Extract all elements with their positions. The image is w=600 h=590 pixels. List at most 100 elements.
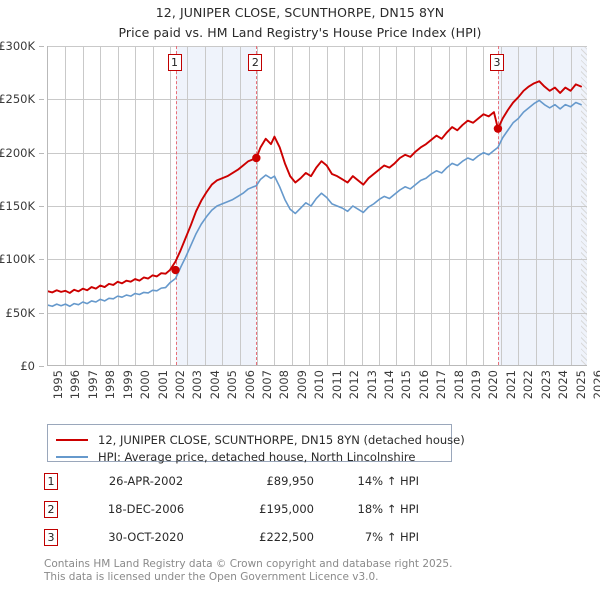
gridline-vertical — [135, 46, 136, 365]
sale-point-1[interactable] — [171, 265, 180, 275]
y-axis-tick-mark — [39, 99, 44, 100]
gridline-vertical — [240, 46, 241, 365]
y-axis-tick-label: £300K — [0, 39, 35, 53]
transaction-price: £195,000 — [259, 502, 314, 516]
footer-line-1: Contains HM Land Registry data © Crown c… — [44, 558, 453, 570]
transaction-index-badge: 3 — [44, 529, 58, 546]
transaction-hpi-delta: 14% ↑ HPI — [357, 474, 419, 488]
sale-point-2[interactable] — [252, 153, 261, 163]
chart-title-block: 12, JUNIPER CLOSE, SCUNTHORPE, DN15 8YN … — [0, 0, 600, 40]
gridline-vertical — [501, 46, 502, 365]
transaction-date: 26-APR-2002 — [108, 474, 184, 488]
gridline-vertical — [292, 46, 293, 365]
transaction-marker-line-1 — [175, 46, 177, 365]
x-axis-tick-label: 2021 — [503, 370, 518, 400]
gridline-vertical — [222, 46, 223, 365]
y-axis-tick-mark — [39, 206, 44, 207]
series-line-hpi — [48, 99, 582, 308]
y-axis-tick-mark — [39, 366, 44, 367]
transactions-table: 1 26-APR-2002 £89,950 14% ↑ HPI 2 18-DEC-2006… — [44, 470, 464, 554]
series-line-property — [48, 80, 582, 294]
y-axis: £0 £50K £100K £150K £200K £250K £300K — [0, 39, 44, 373]
legend-item-hpi[interactable]: HPI: Average price, detached house, Nort… — [56, 449, 415, 465]
chart-subtitle: Price paid vs. HM Land Registry's House … — [118, 25, 482, 40]
legend-color-swatch — [56, 439, 88, 441]
gridline-vertical — [518, 46, 519, 365]
x-axis-tick-label: 2001 — [155, 370, 170, 400]
x-axis-tick-label: 2007 — [260, 370, 275, 400]
gridline-vertical — [396, 46, 397, 365]
y-axis-tick-mark — [39, 153, 44, 154]
gridline-vertical — [344, 46, 345, 365]
x-axis-tick-label: 2010 — [312, 370, 327, 400]
x-axis-tick-label: 2011 — [329, 370, 344, 400]
gridline-vertical — [483, 46, 484, 365]
y-axis-tick-label: £250K — [0, 92, 35, 107]
x-axis-tick-label: 1998 — [103, 370, 118, 400]
transaction-price: £222,500 — [259, 530, 314, 544]
x-axis-tick-label: 1995 — [51, 370, 65, 400]
chart-series-layer — [48, 80, 582, 308]
gridline-horizontal — [48, 313, 587, 314]
x-axis-tick-label: 2019 — [469, 370, 484, 400]
x-axis-tick-label: 2008 — [277, 370, 292, 400]
table-row[interactable]: 1 26-APR-2002 £89,950 14% ↑ HPI — [44, 470, 464, 498]
gridline-horizontal — [48, 46, 587, 47]
legend-item-label: 12, JUNIPER CLOSE, SCUNTHORPE, DN15 8YN … — [98, 433, 465, 447]
transaction-marker-line-2 — [256, 46, 258, 365]
x-axis-tick-label: 2002 — [172, 370, 187, 400]
gridline-vertical — [100, 46, 101, 365]
gridline-horizontal — [48, 153, 587, 154]
page-title: 12, JUNIPER CLOSE, SCUNTHORPE, DN15 8YN — [155, 5, 445, 20]
y-axis-tick-label: £150K — [0, 199, 35, 213]
gridline-horizontal — [48, 206, 587, 207]
x-axis-tick-label: 2026 — [591, 370, 600, 400]
transaction-date: 18-DEC-2006 — [107, 502, 185, 516]
x-axis-tick-label: 2024 — [556, 370, 571, 400]
gridline-horizontal — [48, 259, 587, 260]
legend-item-property[interactable]: 12, JUNIPER CLOSE, SCUNTHORPE, DN15 8YN … — [56, 432, 465, 448]
gridline-vertical — [153, 46, 154, 365]
transaction-index-badge: 1 — [44, 473, 58, 490]
x-axis-tick-label: 2014 — [381, 370, 396, 400]
y-axis-tick-label: £100K — [0, 252, 35, 267]
transaction-hpi-delta: 18% ↑ HPI — [357, 502, 419, 516]
y-axis-tick-label: £0 — [20, 359, 35, 373]
x-axis-tick-label: 2000 — [138, 370, 153, 400]
transaction-marker-line-3 — [497, 46, 499, 365]
x-axis-tick-label: 2018 — [451, 370, 466, 400]
gridline-horizontal — [48, 99, 587, 100]
gridline-vertical — [536, 46, 537, 365]
x-axis-tick-label: 2022 — [521, 370, 536, 400]
gridline-vertical — [379, 46, 380, 365]
x-axis-tick-label: 2017 — [434, 370, 449, 400]
x-axis-tick-label: 2020 — [486, 370, 501, 400]
sale-point-3[interactable] — [493, 124, 503, 133]
x-axis-tick-label: 2025 — [573, 370, 588, 400]
y-axis-tick-mark — [39, 259, 44, 260]
gridline-vertical — [362, 46, 363, 365]
x-axis-tick-label: 2003 — [190, 370, 205, 400]
chart-marker-badge-2[interactable]: 2 — [248, 54, 263, 71]
y-axis-tick-label: £200K — [0, 145, 35, 160]
gridline-vertical — [327, 46, 328, 365]
gridline-vertical — [205, 46, 206, 365]
footer-attribution: Contains HM Land Registry data © Crown c… — [44, 558, 564, 584]
x-axis: 1995 1996 1997 1998 1999 2000 2001 2002 2003 2004… — [47, 368, 600, 408]
chart-legend: 12, JUNIPER CLOSE, SCUNTHORPE, DN15 8YN … — [47, 424, 465, 465]
gridline-vertical — [257, 46, 258, 365]
gridline-vertical — [466, 46, 467, 365]
chart-marker-badge-3[interactable]: 3 — [489, 54, 504, 71]
table-row[interactable]: 3 30-OCT-2020 £222,500 7% ↑ HPI — [44, 526, 464, 554]
x-axis-tick-label: 2012 — [347, 370, 362, 400]
chart-marker-badge-1[interactable]: 1 — [167, 54, 182, 71]
legend-color-swatch — [56, 456, 88, 458]
x-axis-tick-label: 2023 — [538, 370, 553, 400]
gridline-vertical — [431, 46, 432, 365]
y-axis-tick-mark — [39, 313, 44, 314]
table-row[interactable]: 2 18-DEC-2006 £195,000 18% ↑ HPI — [44, 498, 464, 526]
legend-item-label: HPI: Average price, detached house, Nort… — [98, 450, 416, 464]
gridline-vertical — [83, 46, 84, 365]
x-axis-tick-label: 2015 — [399, 370, 414, 400]
gridline-vertical — [170, 46, 171, 365]
